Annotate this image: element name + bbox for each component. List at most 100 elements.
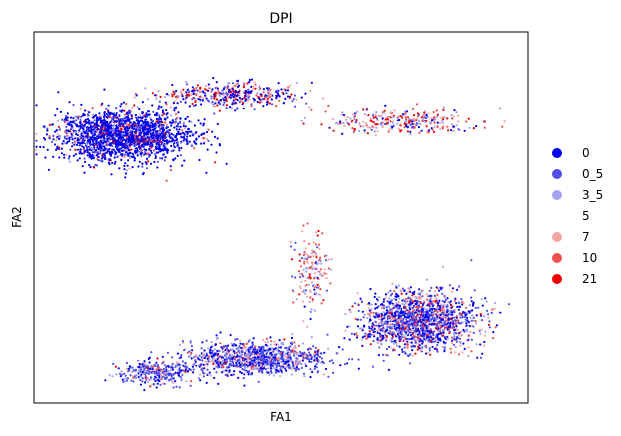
data-point	[107, 161, 111, 164]
data-point	[130, 148, 133, 151]
data-point	[139, 131, 143, 134]
data-point	[405, 301, 408, 304]
data-point	[95, 121, 98, 124]
data-point	[121, 121, 124, 124]
data-point	[98, 112, 101, 115]
data-point	[107, 118, 110, 121]
data-point	[451, 339, 454, 342]
data-point	[245, 90, 248, 93]
data-point	[436, 350, 439, 353]
data-point	[411, 304, 414, 307]
data-point	[465, 324, 468, 327]
data-point	[74, 153, 77, 156]
data-point	[384, 104, 387, 107]
data-point	[117, 142, 120, 145]
data-point	[383, 322, 386, 325]
data-point	[163, 132, 166, 135]
data-point	[128, 136, 131, 139]
data-point	[401, 287, 404, 290]
data-point	[147, 113, 150, 116]
data-point	[397, 330, 400, 333]
data-point	[75, 143, 79, 147]
data-point	[418, 131, 421, 134]
data-point	[207, 128, 210, 131]
data-point	[133, 130, 136, 133]
data-point	[443, 116, 446, 119]
data-point	[466, 349, 469, 352]
data-point	[191, 102, 194, 106]
data-point	[464, 112, 467, 115]
data-point	[157, 151, 160, 154]
data-point	[154, 126, 157, 129]
data-point	[106, 141, 109, 144]
data-point	[244, 99, 247, 102]
data-point	[459, 334, 462, 337]
data-point	[141, 143, 144, 146]
data-point	[250, 78, 254, 81]
data-point	[271, 103, 274, 106]
data-point	[435, 327, 438, 330]
data-point	[198, 158, 201, 162]
data-point	[169, 106, 172, 109]
data-point	[483, 119, 486, 122]
data-point	[191, 86, 194, 89]
data-point	[457, 302, 461, 305]
data-point	[459, 331, 462, 334]
data-point	[267, 92, 270, 95]
data-point	[435, 338, 438, 341]
data-point	[426, 313, 430, 316]
data-point	[485, 300, 488, 303]
data-point	[363, 130, 366, 133]
data-point	[97, 155, 100, 158]
data-point	[147, 98, 150, 101]
data-point	[183, 127, 186, 130]
data-point	[253, 108, 256, 111]
data-point	[231, 82, 235, 85]
data-point	[429, 353, 432, 356]
data-point	[118, 167, 121, 170]
data-point	[165, 179, 168, 182]
data-point	[196, 87, 199, 90]
data-point	[442, 340, 445, 343]
data-point	[393, 319, 396, 322]
data-point	[439, 301, 442, 304]
data-point	[185, 93, 189, 96]
data-point	[491, 308, 494, 311]
data-point	[114, 145, 117, 148]
data-point	[461, 316, 464, 319]
data-point	[393, 109, 396, 112]
data-point	[97, 127, 100, 130]
data-point	[163, 96, 166, 99]
data-point	[359, 297, 362, 300]
data-point	[391, 318, 394, 322]
data-point	[186, 130, 189, 134]
data-point	[372, 311, 375, 314]
data-point	[80, 115, 83, 118]
data-point	[426, 338, 429, 341]
data-point	[459, 315, 462, 318]
data-point	[426, 334, 429, 337]
data-point	[151, 115, 155, 118]
data-point	[142, 152, 145, 155]
data-point	[108, 158, 111, 161]
data-point	[223, 99, 226, 102]
data-point	[349, 117, 352, 120]
data-point	[421, 346, 424, 349]
data-point	[348, 308, 351, 311]
data-point	[366, 132, 369, 135]
data-point	[290, 93, 293, 96]
data-point	[218, 143, 221, 146]
data-point	[195, 93, 198, 97]
data-point	[415, 330, 418, 333]
data-point	[332, 371, 335, 374]
data-point	[138, 160, 141, 163]
data-point	[163, 159, 166, 162]
data-point	[409, 308, 412, 311]
data-point	[87, 139, 90, 142]
data-point	[454, 351, 457, 354]
data-point	[471, 304, 475, 307]
data-point	[409, 290, 412, 293]
data-point	[46, 148, 49, 151]
data-point	[214, 91, 217, 94]
data-point	[63, 156, 66, 159]
